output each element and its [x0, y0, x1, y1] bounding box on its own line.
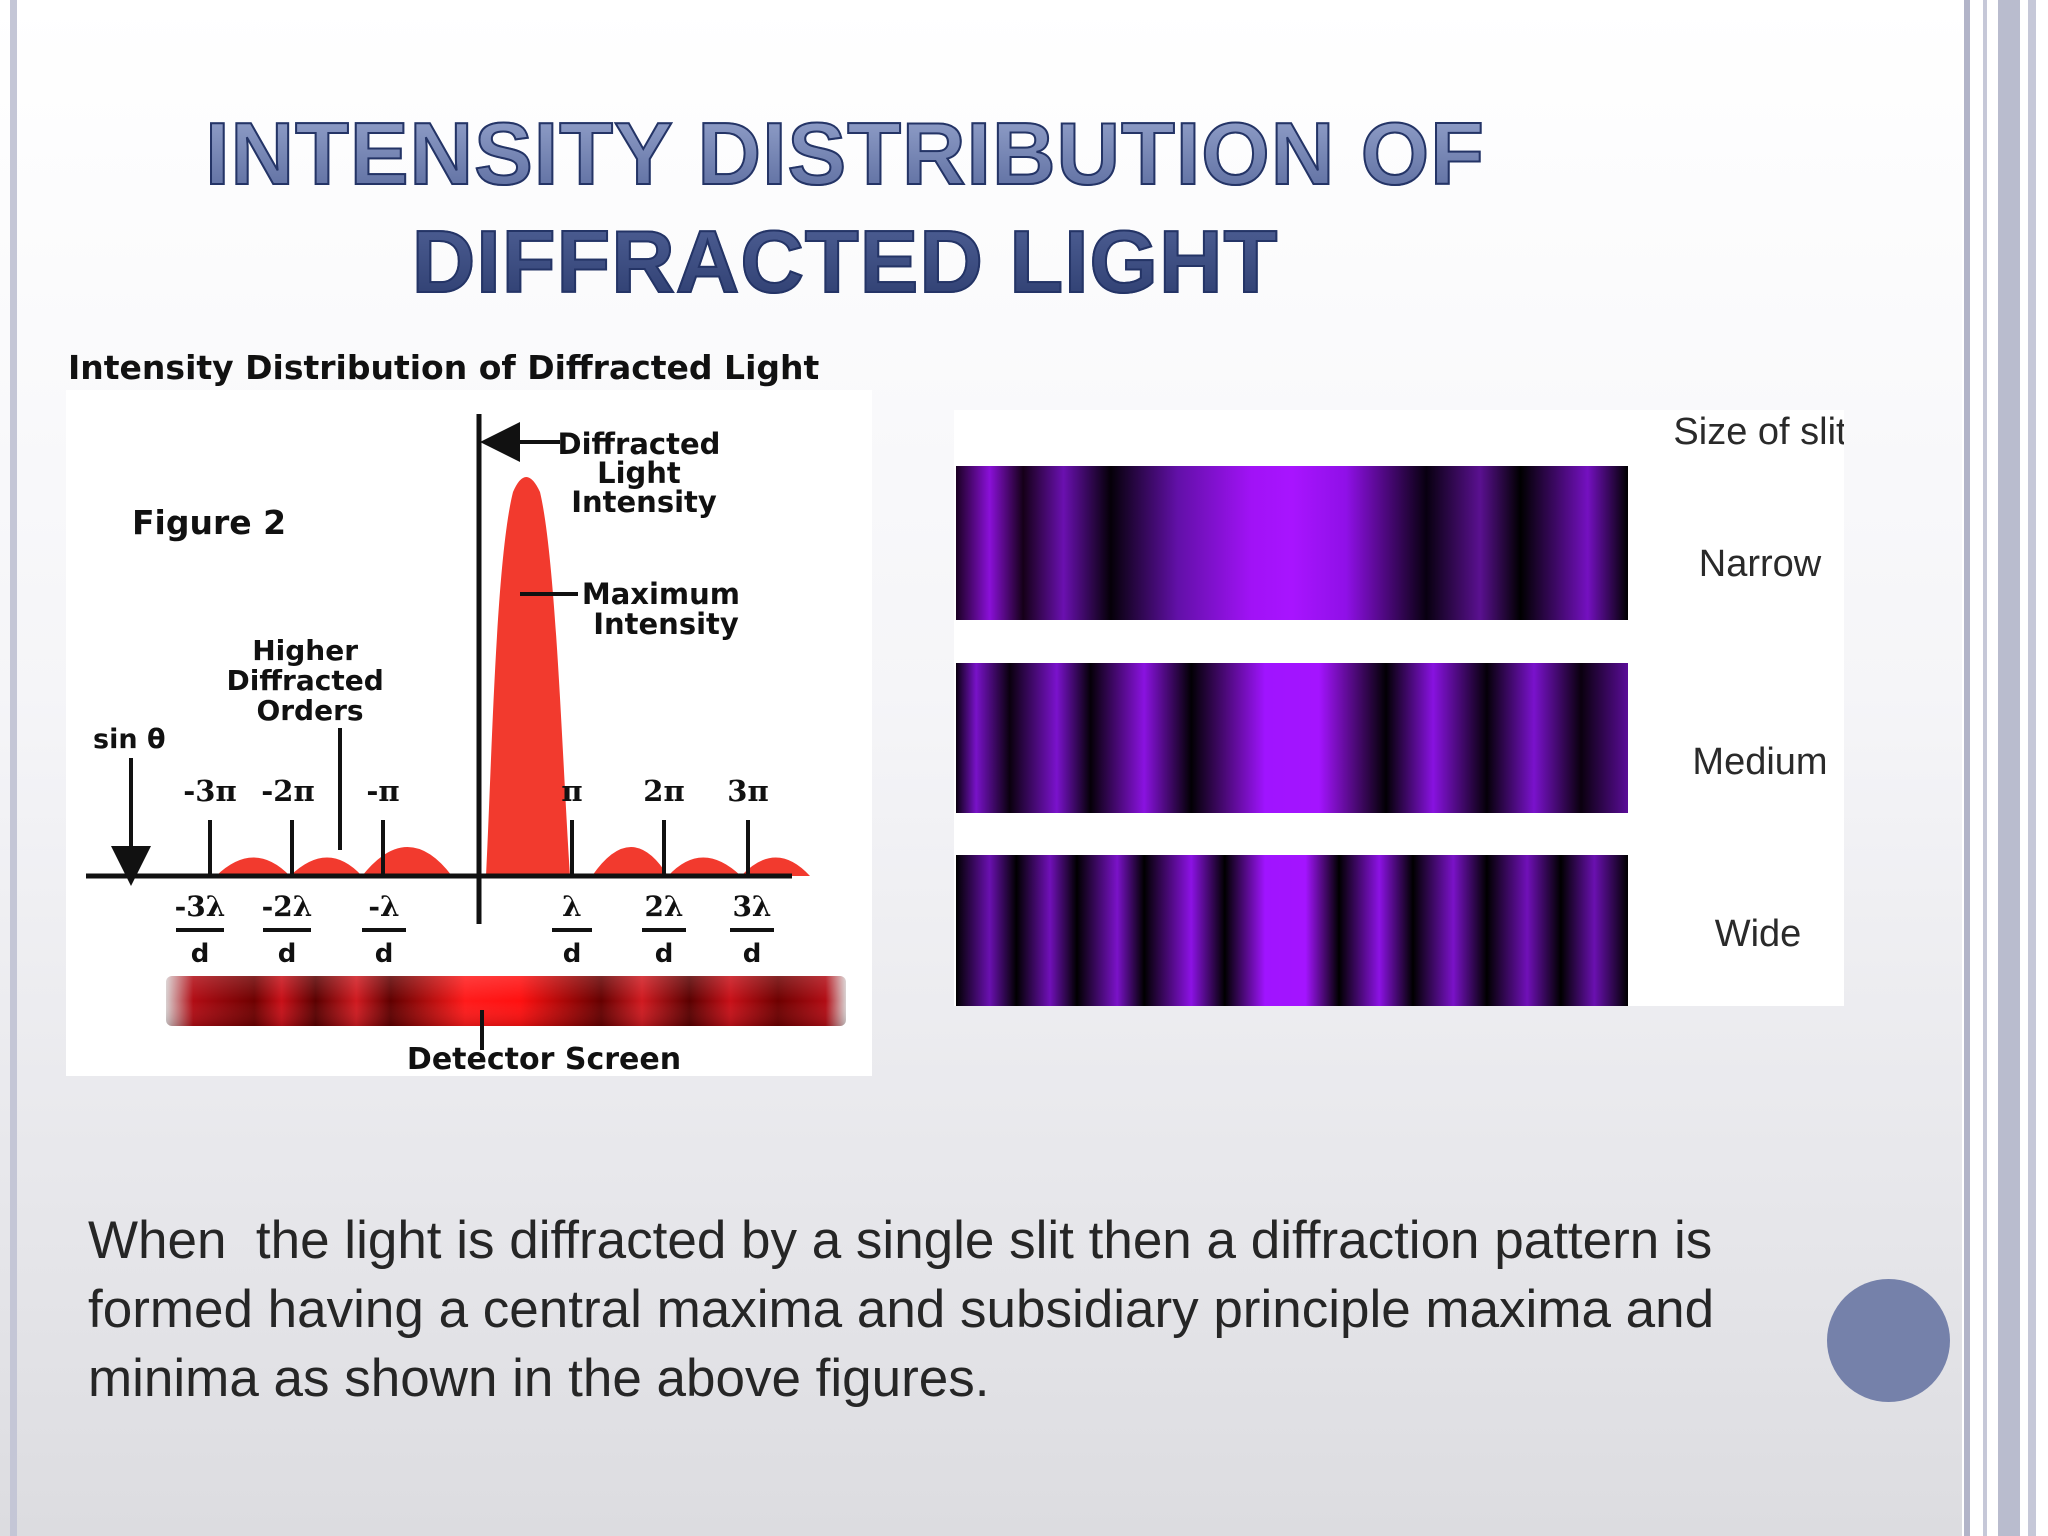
sin-theta-label: sin θ [93, 724, 166, 755]
figure-heading: Intensity Distribution of Diffracted Lig… [68, 350, 819, 387]
fraction-denominator: d [655, 939, 674, 969]
medium-slit-label: Medium [1692, 741, 1827, 783]
intensity-curve [216, 477, 810, 876]
phase-tick-label: -2π [261, 774, 314, 808]
higher-orders-line: Orders [256, 694, 363, 727]
detector-screen-shading [166, 976, 846, 1026]
narrow-slit-label: Narrow [1699, 543, 1822, 585]
decorative-circle [1827, 1279, 1950, 1402]
slit-size-header: Size of slit [1673, 411, 1844, 453]
right-border-rule [1998, 0, 2020, 1536]
fraction-label: -λ d [362, 890, 406, 969]
fraction-denominator: d [191, 939, 210, 969]
phase-tick-label: 3π [727, 774, 768, 808]
fraction-denominator: d [375, 939, 394, 969]
higher-orders-line: Diffracted [227, 664, 384, 697]
peak-label-line: Light [597, 456, 681, 490]
slide-title: INTENSITY DISTRIBUTION OF DIFFRACTED LIG… [120, 100, 1570, 316]
slit-size-diffraction-figure: Size of slit Narrow Medium Wide [954, 410, 1844, 1006]
medium-slit-pattern [956, 663, 1628, 813]
maximum-label: Maximum Intensity [582, 577, 750, 641]
right-border-rule [1964, 0, 1970, 1536]
fraction-label: 2λ d [642, 890, 686, 969]
fraction-numerator: 2λ [644, 890, 683, 923]
fraction-label: -3λ d [175, 890, 226, 969]
right-border-rule [1983, 0, 1987, 1536]
peak-label-line: Intensity [571, 485, 717, 519]
peak-label: Diffracted Light Intensity [558, 427, 731, 519]
slide-title-line-1: INTENSITY DISTRIBUTION OF [204, 103, 1485, 204]
fraction-numerator: -2λ [262, 890, 313, 923]
figure-background [66, 390, 872, 1076]
fraction-denominator: d [278, 939, 297, 969]
phase-tick-label: -π [366, 774, 399, 808]
fraction-numerator: -3λ [175, 890, 226, 923]
phase-tick-label: -3π [183, 774, 236, 808]
intensity-distribution-diagram: Intensity Distribution of Diffracted Lig… [66, 350, 872, 1076]
phase-tick-label: 2π [643, 774, 684, 808]
fraction-label: -2λ d [262, 890, 313, 969]
wide-slit-label: Wide [1715, 913, 1802, 955]
fraction-label: λ d [552, 890, 592, 969]
maximum-label-line: Intensity [593, 607, 739, 641]
fraction-denominator: d [743, 939, 762, 969]
detector-screen-label: Detector Screen [407, 1042, 681, 1076]
maximum-label-line: Maximum [582, 577, 740, 611]
right-border-rule [2028, 0, 2036, 1536]
left-border-rule [10, 0, 17, 1536]
narrow-slit-pattern [956, 466, 1628, 620]
fraction-numerator: 3λ [732, 890, 771, 923]
slide-caption: When the light is diffracted by a single… [88, 1211, 1729, 1408]
wide-slit-pattern [956, 855, 1628, 1006]
higher-orders-line: Higher [252, 634, 358, 667]
fraction-numerator: λ [562, 890, 582, 923]
peak-label-line: Diffracted [558, 427, 721, 461]
phase-tick-label: π [561, 774, 582, 808]
fraction-denominator: d [563, 939, 582, 969]
figure-label: Figure 2 [132, 503, 286, 542]
fraction-label: 3λ d [730, 890, 774, 969]
fraction-numerator: -λ [368, 890, 399, 923]
slide-title-line-2: DIFFRACTED LIGHT [411, 211, 1279, 312]
higher-orders-label: Higher Diffracted Orders [227, 634, 394, 727]
